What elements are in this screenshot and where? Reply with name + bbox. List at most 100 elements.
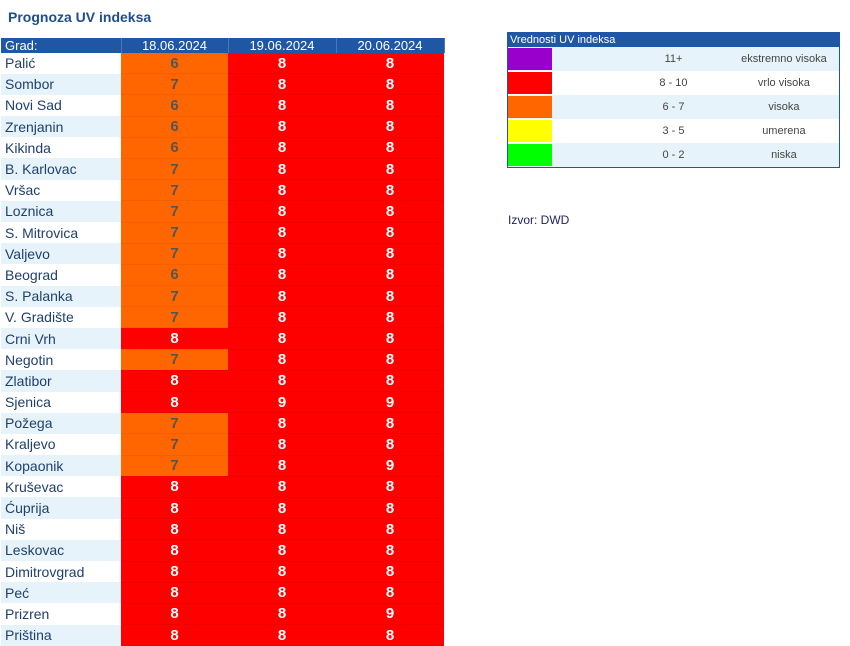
city-name: Sjenica	[1, 391, 121, 413]
uv-value: 8	[336, 137, 444, 159]
table-row: Kruševac 8 8 8	[1, 476, 444, 498]
table-row: Sombor 7 8 8	[1, 73, 444, 96]
uv-value: 8	[228, 264, 336, 287]
city-name: Kraljevo	[1, 433, 121, 456]
uv-value: 8	[121, 370, 228, 393]
uv-value: 8	[228, 285, 336, 308]
uv-value: 8	[121, 518, 228, 541]
uv-value: 8	[228, 497, 336, 520]
city-name: Valjevo	[1, 243, 121, 265]
city-name: Crni Vrh	[1, 327, 121, 350]
table-row: V. Gradište 7 8 8	[1, 306, 444, 329]
uv-value: 7	[121, 200, 228, 223]
color-swatch	[507, 95, 619, 119]
legend-range: 6 - 7	[618, 95, 729, 119]
uv-value: 8	[228, 539, 336, 562]
legend-title: Vrednosti UV indeksa	[507, 32, 840, 47]
city-name: Leskovac	[1, 539, 121, 561]
table-row: B. Karlovac 7 8 8	[1, 158, 444, 181]
uv-value: 9	[336, 455, 444, 477]
uv-value: 8	[336, 285, 444, 308]
uv-value: 8	[228, 412, 336, 435]
page-title: Prognoza UV indeksa	[8, 9, 152, 25]
uv-value: 8	[336, 624, 444, 646]
city-name: V. Gradište	[1, 306, 121, 328]
uv-value: 8	[336, 73, 444, 96]
uv-value: 8	[228, 306, 336, 329]
table-row: Dimitrovgrad 8 8 8	[1, 561, 444, 583]
city-name: Peć	[1, 582, 121, 604]
table-row: Beograd 6 8 8	[1, 264, 444, 287]
uv-value: 8	[228, 370, 336, 393]
legend-range: 8 - 10	[618, 71, 729, 95]
uv-value: 8	[228, 349, 336, 371]
city-name: Sombor	[1, 73, 121, 95]
source-note: Izvor: DWD	[508, 213, 570, 227]
table-row: Negotin 7 8 8	[1, 349, 444, 371]
color-swatch	[507, 119, 619, 143]
table-row: Peć 8 8 8	[1, 582, 444, 604]
legend-label: umerena	[728, 119, 840, 143]
legend-row: 0 - 2 niska	[507, 143, 840, 168]
color-swatch	[507, 47, 619, 71]
uv-value: 8	[336, 518, 444, 541]
uv-value: 8	[228, 158, 336, 181]
uv-value: 8	[228, 94, 336, 117]
uv-value: 8	[228, 137, 336, 159]
table-row: Sjenica 8 9 9	[1, 391, 444, 414]
city-name: Požega	[1, 412, 121, 434]
legend-label: niska	[728, 143, 840, 168]
uv-value: 6	[121, 94, 228, 117]
uv-value: 6	[121, 137, 228, 159]
uv-value: 7	[121, 222, 228, 244]
uv-value: 8	[121, 603, 228, 626]
legend-row: 6 - 7 visoka	[507, 95, 840, 119]
uv-value: 8	[336, 561, 444, 583]
table-row: Požega 7 8 8	[1, 412, 444, 435]
legend-label: ekstremno visoka	[728, 47, 840, 71]
uv-value: 7	[121, 158, 228, 181]
color-swatch	[507, 143, 619, 168]
uv-value: 8	[336, 539, 444, 562]
uv-value: 8	[336, 94, 444, 117]
legend-label: visoka	[728, 95, 840, 119]
table-row: Kopaonik 7 8 9	[1, 455, 444, 477]
swatch-fill	[508, 48, 552, 70]
city-name: S. Palanka	[1, 285, 121, 307]
uv-value: 7	[121, 412, 228, 435]
city-name: Vršac	[1, 179, 121, 201]
swatch-fill	[508, 144, 552, 166]
uv-value: 7	[121, 433, 228, 456]
table-row: S. Palanka 7 8 8	[1, 285, 444, 308]
uv-value: 8	[228, 582, 336, 604]
uv-value: 8	[336, 306, 444, 329]
legend-range: 3 - 5	[618, 119, 729, 143]
uv-value: 8	[121, 391, 228, 414]
city-name: Novi Sad	[1, 94, 121, 117]
swatch-fill	[508, 120, 552, 142]
uv-value: 8	[121, 497, 228, 520]
uv-value: 8	[336, 349, 444, 371]
uv-value: 8	[228, 518, 336, 541]
table-row: Palić 6 8 8	[1, 53, 444, 75]
city-name: S. Mitrovica	[1, 222, 121, 244]
swatch-fill	[508, 72, 552, 94]
uv-value: 8	[228, 222, 336, 244]
header-city: Grad:	[1, 38, 122, 53]
uv-value: 7	[121, 349, 228, 371]
uv-value: 9	[228, 391, 336, 414]
city-name: Ćuprija	[1, 497, 121, 519]
uv-value: 8	[336, 476, 444, 498]
uv-value: 8	[228, 243, 336, 265]
table-row: Prizren 8 8 9	[1, 603, 444, 626]
uv-value: 6	[121, 53, 228, 75]
uv-value: 8	[121, 539, 228, 562]
uv-value: 8	[336, 222, 444, 244]
uv-value: 8	[336, 243, 444, 265]
uv-value: 8	[121, 561, 228, 583]
city-name: Palić	[1, 53, 121, 74]
table-header-row: Grad: 18.06.2024 19.06.2024 20.06.2024	[1, 38, 445, 53]
table-row: Niš 8 8 8	[1, 518, 444, 541]
uv-value: 6	[121, 116, 228, 138]
uv-value: 8	[228, 561, 336, 583]
